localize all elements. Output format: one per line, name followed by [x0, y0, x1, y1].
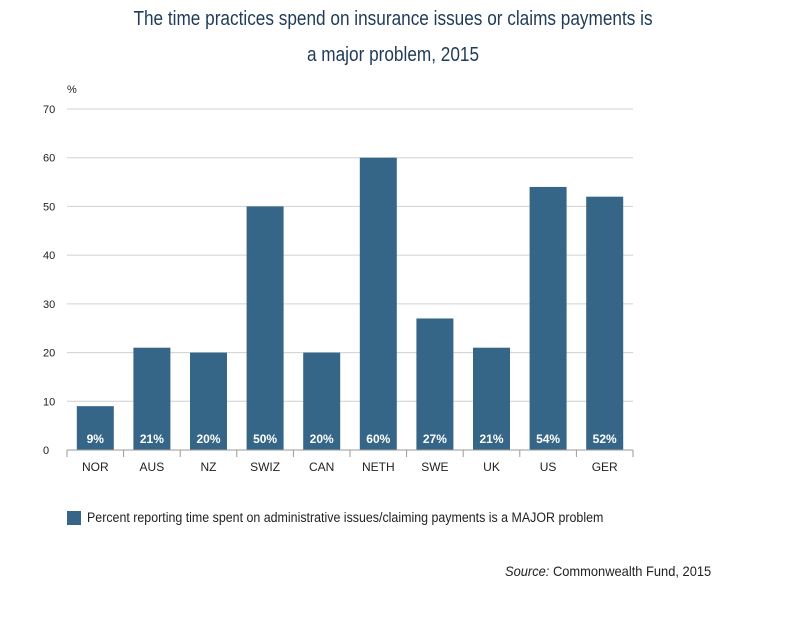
- legend-swatch: [67, 510, 81, 525]
- data-label-can: 20%: [310, 432, 334, 446]
- category-label-swiz: SWIZ: [250, 460, 280, 474]
- source-text: Commonwealth Fund, 2015: [552, 563, 712, 579]
- source-note: Source: Commonwealth Fund, 2015: [505, 563, 711, 579]
- y-tick-label: 30: [43, 299, 55, 311]
- y-tick-label: 60: [43, 153, 55, 165]
- legend: Percent reporting time spent on administ…: [67, 510, 648, 525]
- bar-ger: [586, 196, 624, 450]
- data-label-swiz: 50%: [253, 432, 277, 446]
- bars: [76, 157, 624, 450]
- data-label-swe: 27%: [423, 432, 447, 446]
- bar-neth: [359, 157, 397, 450]
- data-labels: 9% 21% 20% 50% 20% 60% 27% 21% 54% 52%: [87, 432, 617, 446]
- data-label-uk: 21%: [479, 432, 503, 446]
- category-label-aus: AUS: [140, 460, 165, 474]
- category-label-can: CAN: [309, 460, 334, 474]
- y-tick-label: 0: [43, 445, 49, 457]
- category-label-nz: NZ: [201, 460, 217, 474]
- y-axis-label: %: [67, 84, 77, 96]
- category-label-uk: UK: [483, 460, 500, 474]
- data-label-aus: 21%: [140, 432, 164, 446]
- y-tick-label: 50: [43, 201, 55, 213]
- y-tick-label: 40: [43, 250, 55, 262]
- data-label-nor: 9%: [87, 432, 105, 446]
- y-tick-label: 20: [43, 348, 55, 360]
- y-tick-label: 10: [43, 396, 55, 408]
- category-label-ger: GER: [592, 460, 618, 474]
- data-label-neth: 60%: [366, 432, 390, 446]
- bar-can: [303, 352, 341, 450]
- y-tick-labels: 0 10 20 30 40 50 60 70: [43, 104, 55, 457]
- category-label-us: US: [540, 460, 557, 474]
- x-axis: [66, 449, 634, 457]
- category-label-swe: SWE: [421, 460, 448, 474]
- bar-swe: [416, 318, 454, 450]
- bar-swiz: [246, 206, 284, 450]
- data-label-us: 54%: [536, 432, 560, 446]
- category-labels: NOR AUS NZ SWIZ CAN NETH SWE UK US GER: [82, 460, 618, 474]
- chart-title-line2: a major problem, 2015: [306, 44, 480, 66]
- bar-nz: [190, 352, 227, 450]
- bar-uk: [473, 347, 510, 450]
- category-label-nor: NOR: [82, 460, 109, 474]
- legend-label: Percent reporting time spent on administ…: [87, 510, 604, 525]
- data-label-nz: 20%: [196, 432, 220, 446]
- chart-title-line1: The time practices spend on insurance is…: [133, 8, 653, 30]
- bar-us: [529, 186, 567, 450]
- bar-nor: [76, 406, 114, 450]
- y-tick-label: 70: [43, 104, 55, 116]
- category-label-neth: NETH: [362, 460, 395, 474]
- bar-aus: [133, 347, 171, 450]
- source-label: Source:: [505, 563, 550, 579]
- data-label-ger: 52%: [593, 432, 617, 446]
- bar-chart: % 0 10 20 30 40 50 60 70 9% 21% 20% 50% 20% 60% 27% 21…: [43, 84, 634, 474]
